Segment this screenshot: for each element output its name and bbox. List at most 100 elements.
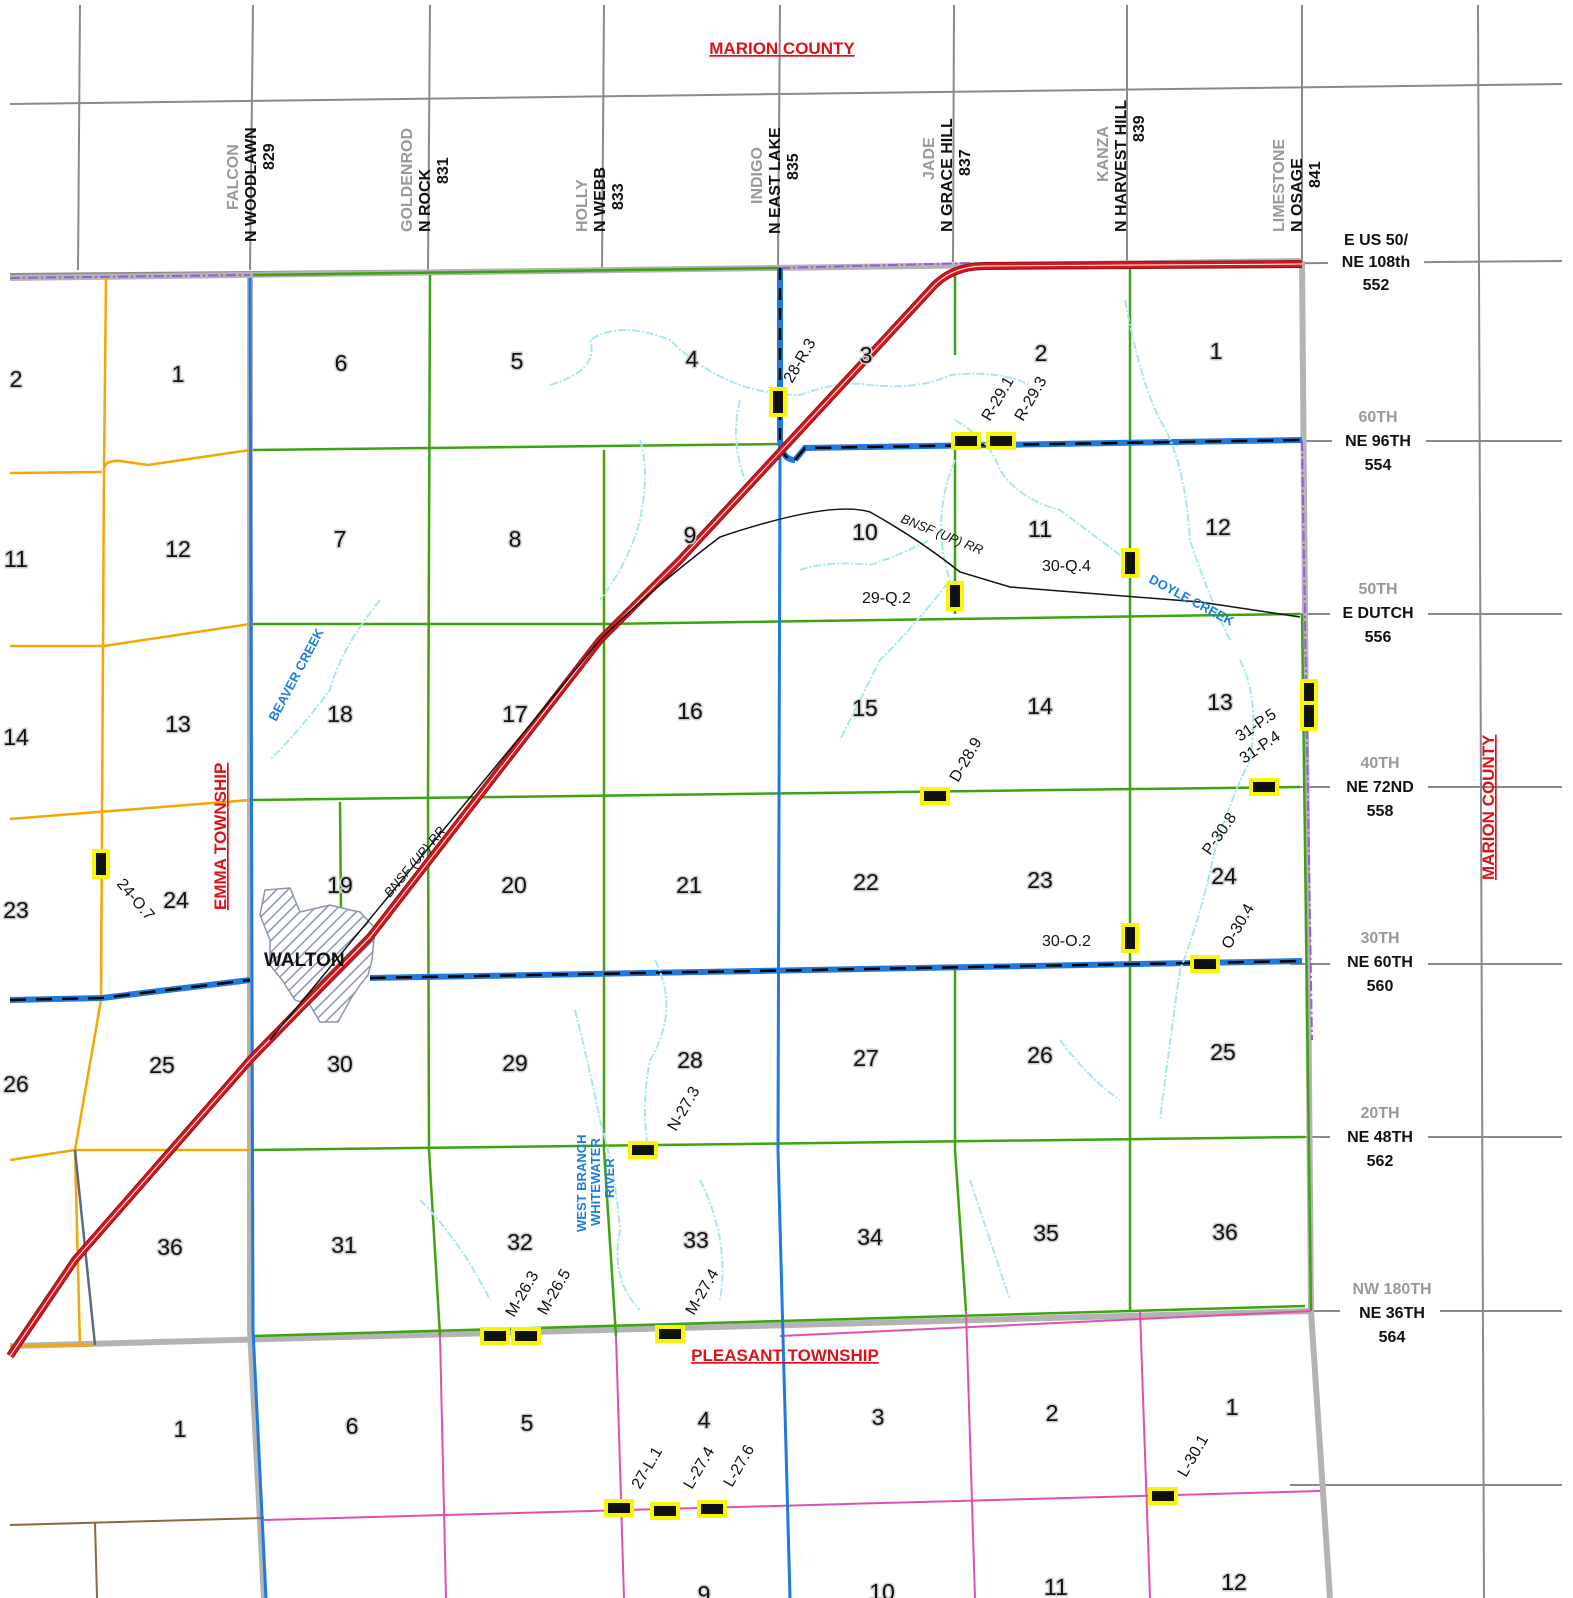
north-boundary-purple [779, 262, 971, 269]
section-number: 36 [157, 1234, 183, 1260]
road-number: 841 [1307, 161, 1324, 188]
bridge-icon [920, 787, 950, 805]
road-number: 839 [1131, 115, 1148, 142]
section-number: 12 [165, 536, 191, 562]
bridge-icon [1148, 1487, 1178, 1505]
road-number: 556 [1365, 629, 1392, 646]
bridge-label: 30-Q.4 [1042, 558, 1091, 575]
road-old-name: GOLDENROD [399, 128, 416, 232]
section-number: 24 [163, 887, 189, 913]
emma-boundary-purple [9, 274, 251, 279]
road-old-name: KANZA [1095, 126, 1112, 182]
section-number: 8 [509, 526, 522, 552]
township-label-south: PLEASANT TOWNSHIP [691, 1346, 879, 1365]
road-label-webb: HOLLY N WEBB 833 [574, 167, 627, 232]
bridge-icon [1249, 778, 1279, 796]
bridge-icon [511, 1327, 541, 1345]
section-number: 11 [4, 546, 28, 572]
section-number: 4 [698, 1407, 711, 1433]
road-label-osage: LIMESTONE N OSAGE 841 [1271, 139, 1324, 232]
section-number: 1 [172, 361, 185, 387]
township-label-west: EMMA TOWNSHIP [211, 763, 230, 910]
road-old-name: LIMESTONE [1271, 139, 1288, 232]
road-old-name: FALCON [225, 144, 242, 210]
section-number: 12 [1205, 514, 1231, 540]
road-name: NE 36TH [1359, 1305, 1425, 1322]
section-number: 25 [1210, 1039, 1236, 1065]
bridge-label: M-26.5 [535, 1266, 575, 1318]
road-number: 833 [610, 183, 627, 210]
bridge-icon [946, 581, 964, 611]
road-name: N GRACE HILL [939, 118, 956, 232]
section-number: 25 [149, 1052, 175, 1078]
section-number: 14 [1027, 693, 1053, 719]
section-number: 21 [676, 872, 702, 898]
road-number: 837 [957, 149, 974, 176]
road-name: N HARVEST HILL [1113, 100, 1130, 232]
bridge-icon [655, 1325, 685, 1343]
section-number: 2 [1035, 340, 1048, 366]
road-name: N WEBB [592, 167, 609, 232]
section-number: 24 [1211, 863, 1237, 889]
section-numbers: 2 11 14 23 26 1 12 13 24 25 36 6 5 4 3 2… [2, 337, 1249, 1598]
section-number: 13 [1207, 689, 1233, 715]
section-number: 17 [502, 701, 528, 727]
road-name: NE 48TH [1347, 1129, 1413, 1146]
emma-township-roads [9, 277, 251, 1348]
section-number: 11 [1028, 516, 1052, 542]
section-number: 32 [507, 1229, 533, 1255]
section-number: 29 [502, 1050, 528, 1076]
section-number: 2 [1046, 1400, 1059, 1426]
section-number: 34 [857, 1224, 883, 1250]
county-roads-blue [248, 277, 792, 1598]
road-old-name: 30TH [1360, 930, 1399, 947]
road-label-rock: GOLDENROD N ROCK 831 [399, 128, 452, 232]
bridge-label: L-27.6 [721, 1442, 758, 1490]
section-number: 23 [1027, 867, 1053, 893]
road-number: 831 [435, 157, 452, 184]
section-number: 1 [1210, 338, 1223, 364]
road-label-east-lake: INDIGO N EAST LAKE 835 [749, 127, 802, 234]
road-name: NE 108th [1342, 254, 1410, 271]
section-number: 15 [852, 695, 878, 721]
road-old-name: 20TH [1360, 1105, 1399, 1122]
section-number: 3 [872, 1404, 885, 1430]
section-number: 26 [1027, 1042, 1053, 1068]
section-number: 9 [698, 1581, 711, 1598]
bridge-label: O-30.4 [1219, 901, 1258, 952]
pleasant-township-roads [263, 1310, 1321, 1598]
creek-label-doyle: DOYLE CREEK [1147, 571, 1237, 629]
section-number: 5 [521, 1410, 534, 1436]
bridge-label: 28-R.3 [781, 336, 820, 386]
section-number: 13 [165, 711, 191, 737]
bridge-label: 27-L.1 [629, 1444, 666, 1492]
road-number: 560 [1367, 978, 1394, 995]
section-number: 6 [346, 1413, 359, 1439]
road-name: N OSAGE [1289, 158, 1306, 232]
section-number: 27 [853, 1045, 879, 1071]
bridge-icon [697, 1500, 727, 1518]
section-number: 19 [327, 872, 353, 898]
bridge-icon [1190, 955, 1220, 973]
section-number: 12 [1221, 1569, 1247, 1595]
east-boundary-purple [1301, 440, 1313, 1041]
road-label-grace-hill: JADE N GRACE HILL 837 [921, 118, 974, 232]
bridge-icon [1300, 701, 1318, 731]
walton-town [259, 887, 376, 1023]
bridge-icon [92, 849, 110, 879]
road-old-name: NW 180TH [1352, 1281, 1431, 1298]
section-number: 6 [335, 350, 348, 376]
bridge-icon [1121, 548, 1139, 578]
road-name: E US 50/ [1344, 232, 1409, 249]
road-number: 558 [1367, 803, 1394, 820]
road-name: NE 60TH [1347, 954, 1413, 971]
creek-label-line: RIVER [602, 1158, 617, 1198]
road-name: N WOODLAWN [243, 127, 260, 242]
pleasant-south-road [9, 1517, 265, 1526]
road-name: NE 72ND [1346, 779, 1414, 796]
bridge-label: 30-O.2 [1042, 933, 1091, 950]
road-number: 562 [1367, 1153, 1394, 1170]
road-number: 554 [1365, 457, 1392, 474]
railroad-label: BNSF (UP) RR [381, 824, 449, 900]
